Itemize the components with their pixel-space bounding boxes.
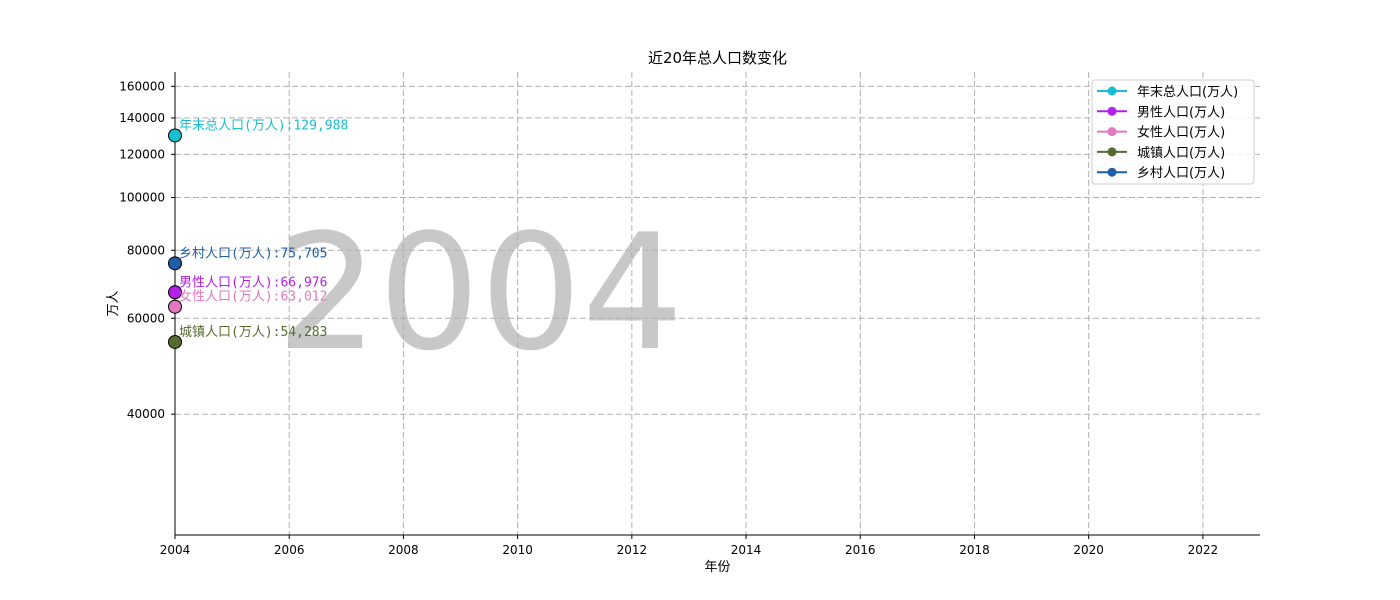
x-tick-label: 2016 — [845, 543, 876, 557]
series-乡村人口(万人) — [168, 256, 182, 271]
x-tick-label: 2004 — [160, 543, 191, 557]
x-tick-label: 2010 — [502, 543, 533, 557]
legend-box — [1091, 79, 1255, 185]
data-point — [168, 334, 182, 349]
series-女性人口(万人) — [168, 299, 182, 314]
x-tick-label: 2008 — [388, 543, 419, 557]
chart-title: 近20年总人口数变化 — [648, 49, 787, 67]
legend-label: 男性人口(万人) — [1137, 105, 1225, 120]
y-tick-label: 80000 — [127, 243, 165, 257]
y-tick-label: 120000 — [119, 147, 165, 161]
y-tick-label: 100000 — [119, 190, 165, 204]
x-axis-label: 年份 — [704, 560, 730, 575]
x-tick-label: 2018 — [959, 543, 990, 557]
y-tick-label: 40000 — [127, 407, 165, 421]
data-point — [168, 299, 182, 314]
data-label: 女性人口(万人):63,012 — [179, 289, 327, 305]
y-tick-label: 160000 — [119, 79, 165, 93]
x-tick-label: 2022 — [1188, 543, 1219, 557]
y-tick-label: 60000 — [127, 311, 165, 325]
legend-swatch-marker — [1107, 127, 1117, 137]
y-axis-label: 万人 — [106, 290, 121, 316]
x-tick-label: 2006 — [274, 543, 305, 557]
data-label: 年末总人口(万人):129,988 — [179, 118, 348, 133]
data-point — [168, 128, 182, 143]
year-watermark: 2004 — [276, 199, 683, 386]
data-label: 城镇人口(万人):54,283 — [179, 325, 327, 340]
y-tick-label: 140000 — [119, 111, 165, 125]
data-label: 乡村人口(万人):75,705 — [179, 246, 327, 261]
legend-swatch-marker — [1107, 86, 1117, 96]
series-男性人口(万人) — [168, 285, 182, 300]
legend-swatch-marker — [1107, 106, 1117, 116]
x-tick-label: 2014 — [731, 543, 762, 557]
data-point — [168, 256, 182, 271]
legend-label: 乡村人口(万人) — [1137, 166, 1225, 181]
x-tick-label: 2020 — [1073, 543, 1104, 557]
legend-label: 年末总人口(万人) — [1137, 85, 1238, 100]
legend-swatch-marker — [1107, 147, 1117, 157]
series-年末总人口(万人) — [168, 128, 182, 143]
series-城镇人口(万人) — [168, 334, 182, 349]
legend-label: 城镇人口(万人) — [1137, 146, 1225, 161]
legend-swatch-marker — [1107, 167, 1117, 177]
x-tick-label: 2012 — [617, 543, 648, 557]
data-point — [168, 285, 182, 300]
data-label: 男性人口(万人):66,976 — [179, 275, 327, 290]
legend-label: 女性人口(万人) — [1137, 125, 1225, 141]
